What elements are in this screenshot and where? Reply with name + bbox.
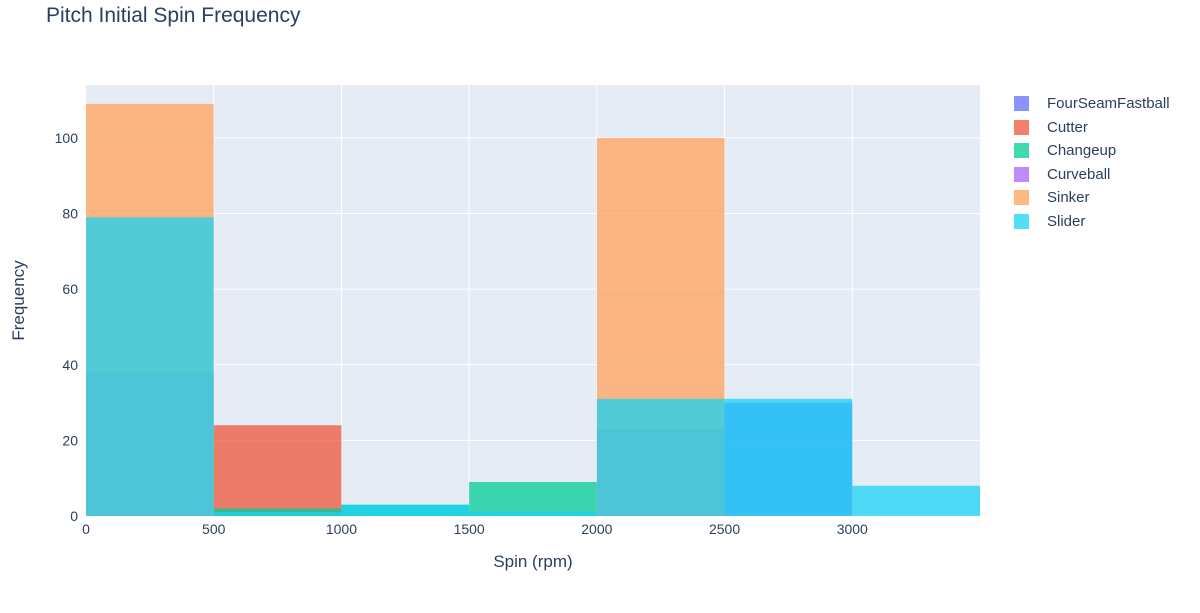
legend-item-changeup[interactable]: Changeup — [1014, 139, 1170, 163]
y-tick-label: 60 — [62, 281, 78, 297]
bar-slider-bin-0[interactable] — [86, 217, 214, 516]
x-tick-label: 3000 — [837, 521, 868, 537]
legend-swatch — [1014, 96, 1029, 112]
legend-item-curveball[interactable]: Curveball — [1014, 163, 1170, 187]
y-tick-label: 0 — [70, 508, 78, 524]
legend-item-slider[interactable]: Slider — [1014, 210, 1170, 234]
bar-changeup-bin-3[interactable] — [469, 481, 597, 516]
x-axis-title: Spin (rpm) — [493, 552, 572, 571]
y-tick-label: 80 — [62, 206, 78, 222]
y-tick-label: 100 — [55, 130, 79, 146]
legend-item-fourseamfastball[interactable]: FourSeamFastball — [1014, 92, 1170, 116]
bar-slider-bin-2[interactable] — [341, 504, 470, 516]
legend: FourSeamFastball Cutter Changeup Curveball S… — [1014, 92, 1170, 233]
bar-slider-bin-3[interactable] — [469, 512, 597, 516]
x-tick-label: 0 — [82, 521, 90, 537]
legend-swatch — [1014, 190, 1029, 206]
legend-swatch — [1014, 143, 1029, 159]
chart-title: Pitch Initial Spin Frequency — [46, 4, 301, 27]
y-tick-label: 20 — [62, 432, 78, 448]
legend-label: Curveball — [1047, 165, 1111, 183]
bar-cutter-bin-1[interactable] — [213, 425, 342, 516]
bar-slider-bin-1[interactable] — [213, 512, 342, 516]
legend-swatch — [1014, 166, 1029, 182]
x-tick-label: 1000 — [326, 521, 357, 537]
legend-label: Sinker — [1047, 189, 1090, 207]
bar-slider-bin-6[interactable] — [852, 485, 980, 516]
x-tick-label: 1500 — [454, 521, 485, 537]
legend-item-sinker[interactable]: Sinker — [1014, 186, 1170, 210]
x-tick-label: 2500 — [709, 521, 740, 537]
x-tick-label: 2000 — [581, 521, 612, 537]
legend-swatch — [1014, 119, 1029, 135]
bars — [86, 103, 980, 517]
legend-swatch — [1014, 213, 1029, 229]
legend-item-cutter[interactable]: Cutter — [1014, 116, 1170, 140]
bar-slider-bin-5[interactable] — [724, 398, 853, 516]
legend-label: Cutter — [1047, 118, 1088, 136]
x-axis-ticks: 0 500 1000 1500 2000 2500 3000 — [82, 521, 868, 537]
y-axis-title: Frequency — [9, 260, 28, 341]
x-tick-label: 500 — [202, 521, 226, 537]
legend-label: Changeup — [1047, 142, 1117, 160]
bar-slider-bin-4[interactable] — [596, 398, 725, 516]
y-tick-label: 40 — [62, 357, 78, 373]
y-axis-ticks: 0 20 40 60 80 100 — [55, 130, 79, 524]
legend-label: FourSeamFastball — [1047, 95, 1170, 113]
legend-label: Slider — [1047, 212, 1086, 230]
